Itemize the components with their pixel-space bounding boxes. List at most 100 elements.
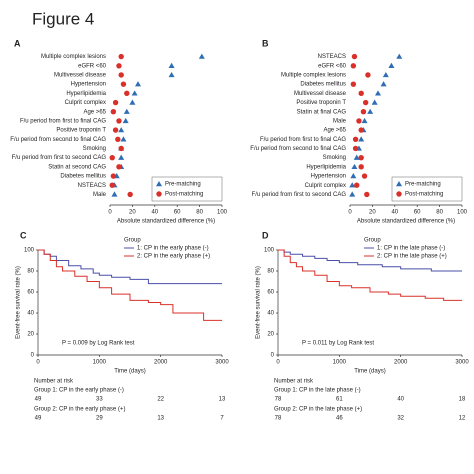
panel-letter: B	[262, 38, 269, 48]
risk-group-label: Group 1: CP in the late phase (-)	[274, 388, 361, 394]
category-label: Smoking	[83, 146, 106, 152]
y-tick-label: 100	[264, 248, 275, 254]
y-tick-label: 100	[24, 248, 35, 254]
category-label: Age >65	[83, 109, 106, 115]
data-point	[116, 63, 122, 69]
data-point	[388, 62, 395, 68]
y-tick-label: 20	[27, 332, 34, 338]
data-point	[349, 191, 356, 197]
y-axis-label: Event-free survival rate (%)	[256, 266, 262, 339]
y-tick-label: 0	[31, 353, 35, 359]
category-label: Diabetes mellitus	[300, 82, 346, 88]
survival-curve	[278, 249, 462, 301]
data-point	[396, 53, 403, 59]
x-tick-label: 3000	[215, 360, 229, 366]
x-tick-label: 1000	[93, 360, 107, 366]
category-label: Statin at second CAG	[48, 164, 106, 170]
category-label: F/u period from first to final CAG	[260, 137, 346, 143]
x-axis-label: Absolute standardized difference (%)	[357, 219, 455, 225]
y-tick-label: 40	[27, 311, 34, 317]
panel-letter: D	[262, 230, 269, 240]
legend-label: 1: CP in the early phase (-)	[137, 246, 209, 252]
category-label: Hyperlipidemia	[306, 164, 346, 170]
risk-title: Number at risk	[274, 379, 314, 385]
data-point	[109, 154, 115, 161]
category-label: NSTEACS	[318, 54, 346, 60]
data-point	[135, 81, 141, 87]
data-point	[358, 90, 364, 97]
data-point	[351, 53, 358, 60]
x-tick-label: 0	[276, 360, 280, 366]
data-point	[110, 173, 117, 179]
data-point	[360, 109, 367, 115]
data-point	[361, 117, 368, 124]
data-point	[367, 108, 374, 114]
y-tick-label: 40	[267, 311, 274, 317]
data-point	[198, 53, 205, 59]
data-point	[358, 154, 364, 161]
data-point	[127, 191, 133, 198]
risk-count: 32	[397, 416, 404, 422]
y-tick-label: 80	[267, 269, 274, 275]
data-point	[111, 191, 118, 197]
category-label: Smoking	[323, 155, 346, 161]
category-label: Hypertension	[71, 82, 106, 88]
legend-label: Pre-matching	[165, 182, 201, 188]
data-point	[356, 118, 362, 124]
risk-count: 12	[459, 416, 466, 422]
x-tick-label: 40	[151, 210, 158, 216]
data-point	[168, 62, 175, 68]
risk-count: 13	[157, 416, 164, 422]
category-label: NSTEACS	[78, 183, 106, 189]
data-point	[168, 71, 175, 78]
annotation: P = 0.011 by Log Rank test	[302, 341, 374, 347]
y-tick-label: 80	[27, 269, 34, 275]
data-point	[129, 99, 136, 105]
y-axis-label: Event-free survival rate (%)	[16, 266, 22, 339]
risk-count: 61	[336, 397, 343, 403]
x-tick-label: 20	[129, 210, 136, 216]
legend-title: Group	[364, 238, 381, 244]
category-label: Hyperlipidemia	[66, 91, 106, 97]
risk-count: 46	[336, 416, 343, 422]
category-label: Multivessel disease	[294, 91, 347, 97]
risk-count: 7	[220, 416, 224, 422]
x-tick-label: 80	[196, 210, 203, 216]
data-point	[380, 81, 387, 87]
category-label: eGFR <60	[78, 63, 107, 69]
x-tick-label: 0	[36, 360, 40, 366]
x-tick-label: 1000	[333, 360, 347, 366]
data-point	[112, 99, 119, 106]
x-axis-label: Time (days)	[354, 369, 385, 375]
category-label: Male	[333, 118, 347, 124]
risk-count: 22	[157, 397, 164, 403]
x-axis-label: Absolute standardized difference (%)	[117, 219, 215, 225]
data-point	[118, 127, 125, 133]
risk-count: 29	[96, 416, 103, 422]
data-point	[358, 164, 364, 170]
category-label: Age >65	[323, 128, 346, 134]
data-point	[123, 108, 130, 114]
data-point	[350, 63, 357, 69]
category-label: Culprit complex	[65, 100, 106, 106]
category-label: F/u period from first to second CAG	[252, 192, 347, 198]
category-label: Positive troponin T	[56, 128, 106, 134]
x-tick-label: 60	[414, 210, 421, 216]
x-tick-label: 3000	[455, 360, 469, 366]
category-label: Statin at final CAG	[297, 109, 347, 115]
data-point	[131, 90, 138, 96]
x-tick-label: 20	[369, 210, 376, 216]
category-label: Hypertension	[311, 174, 346, 180]
data-point	[349, 182, 356, 188]
data-point	[364, 191, 370, 198]
risk-count: 13	[219, 397, 226, 403]
category-label: Male	[93, 192, 107, 198]
legend-label: 2: CP in the early phase (+)	[137, 254, 210, 260]
risk-count: 49	[35, 397, 42, 403]
legend-marker	[396, 191, 402, 197]
risk-group-label: Group 1: CP in the early phase (-)	[34, 388, 124, 394]
x-tick-label: 0	[348, 210, 352, 216]
category-label: Positive troponin T	[296, 100, 346, 106]
panel-letter: A	[14, 38, 21, 48]
category-label: Multiple complex lesions	[41, 54, 106, 60]
